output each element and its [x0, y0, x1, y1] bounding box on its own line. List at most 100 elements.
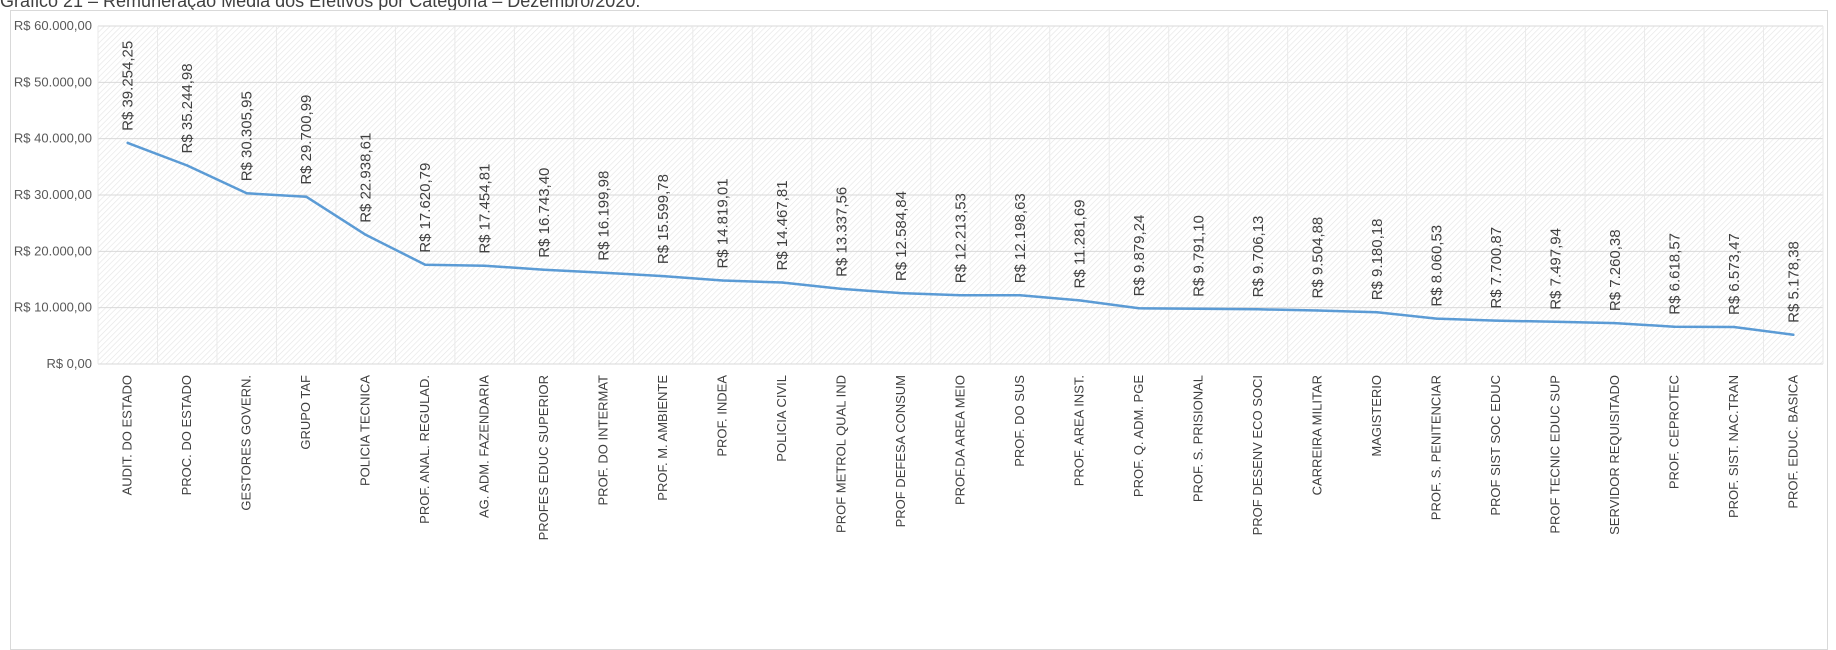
category-label: PROF DEFESA CONSUM	[893, 375, 908, 527]
data-label: R$ 35.244,98	[179, 63, 196, 153]
category-label: POLICIA CIVIL	[774, 375, 789, 462]
category-label: POLICIA TECNICA	[358, 375, 373, 486]
data-point	[186, 164, 189, 167]
category-label: PROF. DO SUS	[1012, 375, 1027, 467]
category-label: SERVIDOR REQUISITADO	[1607, 375, 1622, 535]
data-point	[1792, 333, 1795, 337]
category-label: MAGISTERIO	[1369, 375, 1384, 457]
data-label: R$ 5.178,38	[1785, 241, 1802, 323]
data-label: R$ 17.620,79	[417, 163, 434, 253]
data-point	[1316, 309, 1319, 312]
data-labels: R$ 39.254,25 R$ 35.244,98 R$ 30.305,95 R$ 2…	[120, 41, 1803, 323]
y-tick-label: R$ 40.000,00	[14, 131, 92, 146]
data-point	[1197, 307, 1200, 311]
category-label: PROF. CEPROTEC	[1666, 375, 1681, 489]
chart-title: Gráfico 21 – Remuneração Média dos Efeti…	[0, 0, 641, 11]
data-label: R$ 29.700,99	[298, 95, 315, 185]
data-label: R$ 6.618,57	[1666, 233, 1683, 315]
category-label: AG. ADM. FAZENDARIA	[477, 375, 492, 518]
category-label: PROF. INDEA	[715, 375, 730, 457]
category-label: PROF. M. AMBIENTE	[655, 375, 670, 501]
data-label: R$ 30.305,95	[239, 91, 256, 181]
data-point	[126, 141, 129, 145]
data-point	[721, 279, 724, 282]
data-label: R$ 14.467,81	[774, 180, 791, 270]
data-label: R$ 7.497,94	[1547, 228, 1564, 310]
series	[126, 141, 1795, 337]
category-label: CARREIRA MILITAR	[1309, 375, 1324, 495]
category-label: PROF.DA AREA MEIO	[953, 375, 968, 505]
category-label: PROC. DO ESTADO	[179, 375, 194, 495]
data-label: R$ 17.454,81	[477, 164, 494, 254]
data-point	[245, 192, 248, 195]
data-point	[423, 263, 427, 266]
data-point	[1256, 308, 1260, 311]
data-point	[304, 195, 308, 198]
y-tick-label: R$ 0,00	[46, 356, 92, 371]
category-label: PROF. S. PRISIONAL	[1190, 375, 1205, 502]
data-label: R$ 12.213,53	[953, 193, 970, 283]
data-label: R$ 7.700,87	[1488, 227, 1505, 309]
data-point	[1375, 311, 1379, 314]
category-label: PROF SIST SOC EDUC	[1488, 375, 1503, 516]
line-chart: R$ 0,00 R$ 10.000,00 R$ 20.000,00 R$ 30.000…	[14, 18, 1824, 541]
category-label: PROF. SIST. NAC.TRAN	[1726, 375, 1741, 518]
category-label: GRUPO TAF	[298, 375, 313, 450]
data-point	[1078, 299, 1081, 302]
data-point	[364, 233, 367, 236]
category-label: GESTORES GOVERN.	[239, 375, 254, 511]
data-point	[899, 291, 903, 295]
data-point	[1494, 319, 1498, 322]
category-label: PROFES EDUC SUPERIOR	[536, 375, 551, 540]
data-point	[483, 264, 486, 267]
data-point	[602, 271, 605, 274]
y-axis: R$ 0,00 R$ 10.000,00 R$ 20.000,00 R$ 30.000…	[14, 18, 92, 371]
data-label: R$ 7.260,38	[1607, 229, 1624, 311]
data-point	[959, 293, 962, 297]
data-label: R$ 12.584,84	[893, 191, 910, 281]
data-point	[1554, 320, 1557, 323]
data-label: R$ 16.743,40	[536, 168, 553, 258]
data-label: R$ 9.879,24	[1131, 215, 1148, 297]
data-point	[1613, 321, 1617, 325]
category-label: AUDIT. DO ESTADO	[120, 375, 135, 495]
data-label: R$ 8.060,53	[1428, 225, 1445, 307]
x-axis: AUDIT. DO ESTADO PROC. DO ESTADO GESTORES …	[120, 375, 1801, 541]
data-label: R$ 9.504,88	[1309, 217, 1326, 299]
data-point	[542, 268, 546, 271]
data-label: R$ 9.791,10	[1190, 215, 1207, 297]
data-label: R$ 15.599,78	[655, 174, 672, 264]
data-label: R$ 13.337,56	[834, 187, 851, 277]
y-tick-label: R$ 60.000,00	[14, 18, 92, 33]
category-label: PROF DESENV ECO SOCI	[1250, 375, 1265, 535]
data-label: R$ 16.199,98	[596, 171, 613, 261]
y-tick-label: R$ 20.000,00	[14, 243, 92, 258]
y-tick-label: R$ 50.000,00	[14, 74, 92, 89]
category-label: PROF. ANAL. REGULAD.	[417, 375, 432, 524]
data-point	[840, 287, 843, 291]
data-label: R$ 6.573,47	[1726, 233, 1743, 315]
y-tick-label: R$ 10.000,00	[14, 300, 92, 315]
category-label: PROF. S. PENITENCIAR	[1428, 375, 1443, 520]
data-label: R$ 14.819,01	[715, 178, 732, 268]
data-label: R$ 12.198,63	[1012, 193, 1029, 283]
data-point	[661, 274, 665, 278]
data-point	[1018, 294, 1022, 297]
category-label: PROF TECNIC EDUC SUP	[1547, 375, 1562, 534]
category-label: PROF. Q. ADM. PGE	[1131, 375, 1146, 497]
data-point	[1435, 317, 1438, 320]
gridlines	[97, 25, 1824, 365]
data-label: R$ 9.706,13	[1250, 216, 1267, 298]
data-label: R$ 39.254,25	[120, 41, 137, 131]
y-tick-label: R$ 30.000,00	[14, 187, 92, 202]
data-point	[1137, 307, 1141, 310]
data-label: R$ 11.281,69	[1071, 199, 1088, 288]
category-label: PROF. EDUC. BASICA	[1785, 375, 1800, 509]
category-label: PROF. DO INTERMAT	[596, 375, 611, 506]
data-point	[780, 281, 784, 284]
data-label: R$ 9.180,18	[1369, 219, 1386, 301]
category-label: PROF. AREA INST.	[1071, 375, 1086, 486]
data-label: R$ 22.938,61	[358, 133, 375, 223]
data-point	[1732, 325, 1735, 329]
data-point	[1673, 325, 1676, 328]
